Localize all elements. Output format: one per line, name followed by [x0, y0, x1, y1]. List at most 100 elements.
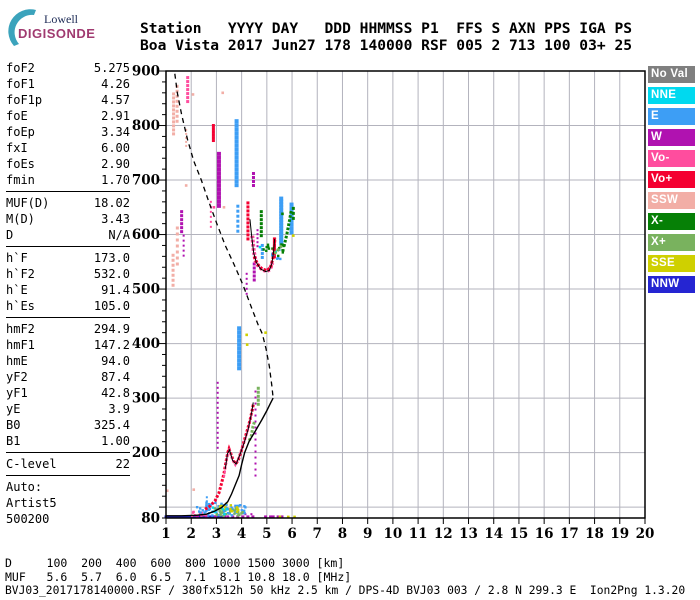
param-label: B0: [6, 418, 21, 432]
legend-item-noval: No Val: [648, 66, 695, 83]
param-label: h`E: [6, 283, 28, 297]
param-label: fmin: [6, 173, 35, 187]
svg-text:80: 80: [141, 511, 160, 527]
legend-item-w: W: [648, 129, 695, 146]
param-label: foE: [6, 109, 28, 123]
param-label: M(D): [6, 212, 35, 226]
param-label: yF2: [6, 370, 28, 384]
param-label: MUF(D): [6, 196, 50, 210]
panel-separator: [6, 317, 130, 318]
param-row: yE 3.9: [6, 401, 130, 417]
legend-item-nnw: NNW: [648, 276, 695, 293]
param-value: 532.0: [93, 267, 130, 281]
param-label: fxI: [6, 141, 28, 155]
file-info-line: BVJ03_2017178140000.RSF / 380fx512h 50 k…: [5, 584, 686, 597]
svg-text:7: 7: [313, 526, 322, 542]
param-row: h`F2 532.0: [6, 266, 130, 282]
svg-text:13: 13: [459, 526, 478, 542]
param-row: foEs 2.90: [6, 156, 130, 172]
param-value: 325.4: [93, 418, 130, 432]
param-value: 2.91: [101, 109, 130, 123]
svg-text:16: 16: [535, 526, 554, 542]
param-row: foEp 3.34: [6, 124, 130, 140]
param-row: fmin 1.70: [6, 172, 130, 188]
svg-text:400: 400: [132, 336, 160, 352]
panel-separator: [6, 246, 130, 247]
param-label: h`F2: [6, 267, 35, 281]
param-value: 1.70: [101, 173, 130, 187]
param-value: 4.26: [101, 77, 130, 91]
scaler-info: 500200: [6, 512, 50, 526]
param-value: 94.0: [101, 354, 130, 368]
param-value: 105.0: [93, 299, 130, 313]
svg-text:800: 800: [132, 118, 160, 134]
logo-arc-icon: [8, 9, 36, 46]
distance-muf-table: D 100 200 400 600 800 1000 1500 3000 [km…: [5, 556, 352, 584]
svg-text:8: 8: [338, 526, 347, 542]
svg-text:5: 5: [262, 526, 271, 542]
svg-text:18: 18: [585, 526, 604, 542]
param-value: 3.9: [108, 402, 130, 416]
panel-separator: [6, 452, 130, 453]
svg-text:4: 4: [237, 526, 246, 542]
svg-text:14: 14: [484, 526, 503, 542]
param-label: D: [6, 228, 14, 242]
param-label: h`F: [6, 251, 28, 265]
legend-item-sse: SSE: [648, 255, 695, 272]
param-row: hmE 94.0: [6, 353, 130, 369]
svg-text:600: 600: [132, 227, 160, 243]
header-fields-line: Station YYYY DAY DDD HHMMSS P1 FFS S AXN…: [140, 20, 633, 37]
param-label: h`Es: [6, 299, 35, 313]
legend-item-x-: X-: [648, 213, 695, 230]
param-row: foF1p 4.57: [6, 92, 130, 108]
svg-text:2: 2: [187, 526, 196, 542]
scaler-info: Auto:: [6, 480, 43, 494]
echo-direction-legend: No Val NNE E W Vo- Vo+ SSW X- X+ SSE NNW: [648, 66, 696, 297]
svg-text:11: 11: [409, 526, 428, 542]
svg-text:10: 10: [383, 526, 402, 542]
lowell-digisonde-logo: Lowell DIGISONDE: [6, 6, 116, 50]
param-label: C-level: [6, 457, 57, 471]
svg-text:12: 12: [434, 526, 453, 542]
param-row: foF2 5.275: [6, 60, 130, 76]
param-value: 91.4: [101, 283, 130, 297]
param-value: 3.43: [101, 212, 130, 226]
param-row: B0 325.4: [6, 417, 130, 433]
param-row: hmF1 147.2: [6, 337, 130, 353]
param-label: yE: [6, 402, 21, 416]
scaler-info: Artist5: [6, 496, 57, 510]
param-value: 18.02: [93, 196, 130, 210]
param-label: foEs: [6, 157, 35, 171]
param-row: h`Es 105.0: [6, 298, 130, 314]
svg-text:3: 3: [212, 526, 221, 542]
param-row: h`F 173.0: [6, 250, 130, 266]
legend-item-nne: NNE: [648, 87, 695, 104]
station-header: Station YYYY DAY DDD HHMMSS P1 FFS S AXN…: [140, 20, 632, 54]
svg-text:500: 500: [132, 282, 160, 298]
param-value: 22: [115, 457, 130, 471]
param-value: 1.00: [101, 434, 130, 448]
param-value: 3.34: [101, 125, 130, 139]
param-value: 4.57: [101, 93, 130, 107]
param-label: yF1: [6, 386, 28, 400]
param-row: h`E 91.4: [6, 282, 130, 298]
legend-item-ssw: SSW: [648, 192, 695, 209]
svg-text:900: 900: [132, 64, 160, 80]
param-value: 147.2: [93, 338, 130, 352]
param-label: foF1: [6, 77, 35, 91]
param-value: 42.8: [101, 386, 130, 400]
param-value: 173.0: [93, 251, 130, 265]
legend-item-vo-: Vo-: [648, 150, 695, 167]
svg-text:300: 300: [132, 391, 160, 407]
svg-text:200: 200: [132, 445, 160, 461]
logo-text-lowell: Lowell: [44, 12, 78, 26]
panel-separator: [6, 191, 130, 192]
param-row: foE 2.91: [6, 108, 130, 124]
header-values-line: Boa Vista 2017 Jun27 178 140000 RSF 005 …: [140, 37, 633, 54]
param-row: foF1 4.26: [6, 76, 130, 92]
param-row: M(D) 3.43: [6, 211, 130, 227]
param-value: 294.9: [93, 322, 130, 336]
param-row: MUF(D) 18.02: [6, 195, 130, 211]
